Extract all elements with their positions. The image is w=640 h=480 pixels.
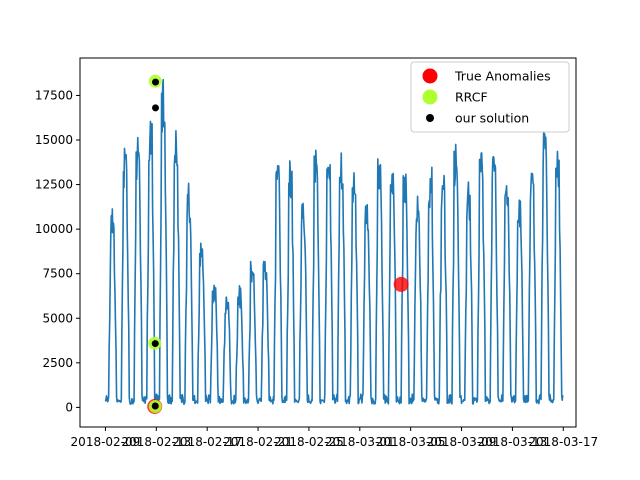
y-tick-label: 0: [65, 400, 73, 414]
x-tick-label: 2018-02-09: [71, 435, 141, 449]
y-tick-label: 15000: [35, 133, 73, 147]
y-tick-label: 12500: [35, 178, 73, 192]
legend: True Anomalies RRCF our solution: [410, 61, 570, 133]
x-tick-label: 2018-03-05: [376, 435, 446, 449]
scatter-point: [152, 78, 160, 86]
y-tick-label: 10000: [35, 222, 73, 236]
y-tick-label: 5000: [42, 311, 73, 325]
x-tick-label: 2018-03-09: [427, 435, 497, 449]
x-tick-label: 2018-02-21: [223, 435, 293, 449]
x-tick-label: 2018-02-13: [121, 435, 191, 449]
x-tick-label: 2018-03-17: [528, 435, 598, 449]
legend-label: our solution: [455, 111, 529, 126]
x-tick-label: 2018-02-17: [172, 435, 242, 449]
y-tick-label: 2500: [42, 356, 73, 370]
legend-label: True Anomalies: [454, 69, 551, 84]
legend-marker: [422, 89, 438, 105]
x-tick-label: 2018-03-13: [478, 435, 548, 449]
axes-frame: [79, 57, 577, 428]
y-tick-label: 17500: [35, 88, 73, 102]
legend-marker: [426, 114, 434, 122]
y-tick-label: 7500: [42, 267, 73, 281]
legend-marker: [422, 68, 438, 84]
series-line: [104, 78, 564, 405]
x-tick-label: 2018-02-25: [274, 435, 344, 449]
scatter-point: [151, 402, 159, 410]
scatter-point: [152, 104, 160, 112]
scatter-point: [393, 276, 409, 292]
axes: 0 2500 5000 7500 10000 12500 15000 17500 2018-02…: [35, 57, 598, 449]
scatter-point: [151, 340, 159, 348]
x-tick-label: 2018-03-01: [325, 435, 395, 449]
plot-area: [104, 74, 564, 414]
legend-label: RRCF: [455, 90, 488, 105]
legend-box: [410, 61, 570, 133]
